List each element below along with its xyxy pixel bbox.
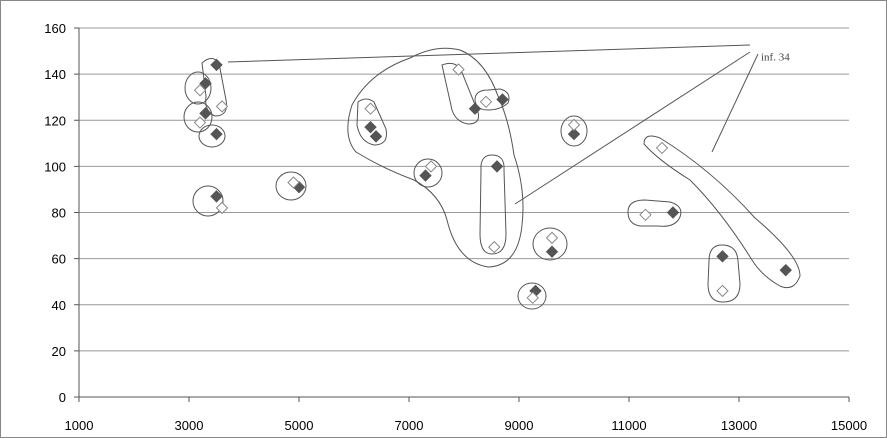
annotation-leader-line <box>711 53 759 153</box>
data-point-hollow <box>364 102 377 115</box>
data-point-filled <box>210 58 223 72</box>
x-tick-label: 1000 <box>65 418 94 433</box>
data-point-filled <box>666 206 680 219</box>
x-tick-label: 3000 <box>175 418 204 433</box>
data-point-hollow <box>424 160 438 173</box>
y-tick-label: 140 <box>44 67 66 82</box>
x-tick-label: 13000 <box>721 418 757 433</box>
cluster-outline <box>479 154 507 255</box>
x-tick-label: 11000 <box>611 418 646 433</box>
cluster-outline <box>356 98 387 146</box>
data-point-hollow <box>193 116 207 129</box>
data-point-hollow <box>193 84 207 97</box>
data-point-hollow <box>716 284 729 298</box>
data-point-filled <box>210 127 223 141</box>
data-point-hollow <box>545 231 559 245</box>
axis-ticks: 0 20 40 60 80 100 120 140 160 1000 3000 5000 7000 900… <box>44 21 867 433</box>
cluster-outline <box>192 185 224 217</box>
cluster-outline <box>643 135 801 289</box>
data-point-filled <box>567 127 581 141</box>
y-tick-label: 40 <box>52 298 66 313</box>
cluster-outline <box>183 101 213 133</box>
gridlines <box>74 27 850 402</box>
data-points <box>193 58 792 305</box>
data-point-hollow <box>639 208 652 222</box>
data-point-filled <box>364 120 377 134</box>
annotation-leader-line <box>227 44 751 63</box>
data-point-hollow <box>567 118 581 132</box>
annotation-label: inf. 34 <box>761 51 790 63</box>
annotations: inf. 34 <box>761 51 790 63</box>
data-point-filled <box>199 77 212 90</box>
x-tick-label: 9000 <box>505 418 534 433</box>
data-point-filled <box>490 160 504 173</box>
data-point-hollow <box>655 141 669 155</box>
data-point-filled <box>545 245 559 258</box>
y-tick-label: 60 <box>52 252 66 267</box>
y-tick-label: 0 <box>59 390 66 405</box>
cluster-outline <box>198 124 226 148</box>
cluster-outline <box>474 88 510 111</box>
cluster-outline <box>441 62 479 125</box>
data-point-filled <box>199 107 212 120</box>
data-point-filled <box>419 169 432 182</box>
cluster-outline <box>275 171 307 201</box>
y-tick-label: 160 <box>44 21 66 36</box>
data-point-filled <box>716 250 729 263</box>
y-tick-label: 120 <box>44 113 66 128</box>
data-point-filled <box>779 263 792 277</box>
data-point-filled <box>369 130 383 143</box>
y-tick-label: 20 <box>52 344 66 359</box>
cluster-outline <box>201 58 227 117</box>
data-point-hollow <box>479 95 493 109</box>
y-tick-label: 100 <box>44 159 66 174</box>
x-tick-label: 5000 <box>285 418 314 433</box>
data-point-hollow <box>215 100 229 113</box>
data-point-filled <box>210 190 223 203</box>
cluster-outline <box>184 71 212 105</box>
data-point-filled <box>496 93 509 106</box>
annotation-lines <box>227 44 759 205</box>
cluster-outline <box>627 199 682 227</box>
cluster-outline <box>560 115 588 147</box>
cluster-outline <box>413 158 443 188</box>
x-tick-label: 7000 <box>395 418 424 433</box>
cluster-outline <box>517 282 547 310</box>
cluster-outline <box>707 244 741 303</box>
cluster-outline <box>347 47 524 268</box>
cluster-outline <box>532 227 568 261</box>
annotation-leader-line <box>514 51 751 205</box>
data-point-hollow <box>488 240 501 254</box>
data-point-filled <box>468 102 482 115</box>
data-point-hollow <box>526 291 539 305</box>
data-point-hollow <box>452 63 465 76</box>
data-point-hollow <box>287 176 300 189</box>
cluster-outlines <box>183 47 801 310</box>
data-point-hollow <box>215 201 229 215</box>
x-tick-label: 15000 <box>831 418 867 433</box>
y-tick-label: 80 <box>52 206 66 221</box>
